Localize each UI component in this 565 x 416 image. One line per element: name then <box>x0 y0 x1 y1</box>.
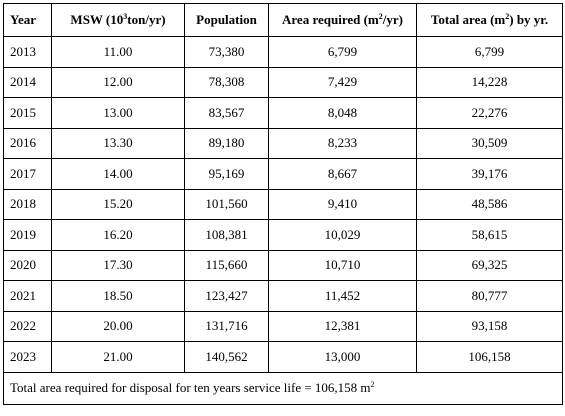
table-row: 2020 17.30 115,660 10,710 69,325 <box>3 249 563 281</box>
cell-total: 39,176 <box>416 158 563 190</box>
cell-population: 108,381 <box>184 219 269 251</box>
cell-total: 106,158 <box>416 341 563 373</box>
cell-msw: 17.30 <box>51 249 185 281</box>
cell-area: 9,410 <box>268 188 417 220</box>
cell-population: 73,380 <box>184 36 269 68</box>
cell-area: 8,233 <box>268 127 417 159</box>
cell-total: 69,325 <box>416 249 563 281</box>
cell-year: 2014 <box>3 66 52 98</box>
cell-msw: 12.00 <box>51 66 185 98</box>
header-population: Population <box>184 3 269 37</box>
cell-year: 2018 <box>3 188 52 220</box>
cell-total: 58,615 <box>416 219 563 251</box>
header-year: Year <box>3 3 52 37</box>
table-row: 2014 12.00 78,308 7,429 14,228 <box>3 66 563 98</box>
header-msw-pre: MSW (10 <box>70 12 124 27</box>
cell-msw: 13.30 <box>51 127 185 159</box>
cell-year: 2015 <box>3 97 52 129</box>
header-area-required: Area required (m2/yr) <box>268 3 417 37</box>
cell-population: 95,169 <box>184 158 269 190</box>
header-area-sup: 2 <box>378 12 383 21</box>
cell-msw: 21.00 <box>51 341 185 373</box>
header-total-sup: 2 <box>505 12 510 21</box>
footer-note: Total area required for disposal for ten… <box>3 371 563 405</box>
cell-area: 8,048 <box>268 97 417 129</box>
table-row: 2022 20.00 131,716 12,381 93,158 <box>3 310 563 342</box>
table-row: 2018 15.20 101,560 9,410 48,586 <box>3 188 563 220</box>
header-msw-post: ton/yr) <box>127 12 166 27</box>
cell-year: 2020 <box>3 249 52 281</box>
disposal-area-table: Year MSW (103ton/yr) Population Area req… <box>3 3 563 405</box>
table-row: 2016 13.30 89,180 8,233 30,509 <box>3 127 563 159</box>
cell-year: 2022 <box>3 310 52 342</box>
cell-msw: 13.00 <box>51 97 185 129</box>
cell-population: 101,560 <box>184 188 269 220</box>
cell-population: 89,180 <box>184 127 269 159</box>
cell-msw: 15.20 <box>51 188 185 220</box>
header-total-area: Total area (m2) by yr. <box>416 3 563 37</box>
cell-total: 93,158 <box>416 310 563 342</box>
cell-area: 10,029 <box>268 219 417 251</box>
table-row: 2021 18.50 123,427 11,452 80,777 <box>3 280 563 312</box>
cell-total: 48,586 <box>416 188 563 220</box>
footer-sup: 2 <box>370 380 375 389</box>
cell-population: 123,427 <box>184 280 269 312</box>
cell-area: 13,000 <box>268 341 417 373</box>
header-total-post: ) by yr. <box>509 12 549 27</box>
table-row: 2023 21.00 140,562 13,000 106,158 <box>3 341 563 373</box>
cell-year: 2023 <box>3 341 52 373</box>
cell-total: 30,509 <box>416 127 563 159</box>
header-msw-sup: 3 <box>123 12 128 21</box>
cell-year: 2021 <box>3 280 52 312</box>
cell-area: 11,452 <box>268 280 417 312</box>
cell-msw: 16.20 <box>51 219 185 251</box>
cell-population: 78,308 <box>184 66 269 98</box>
cell-msw: 11.00 <box>51 36 185 68</box>
footer-text: Total area required for disposal for ten… <box>10 380 371 395</box>
cell-total: 22,276 <box>416 97 563 129</box>
cell-population: 131,716 <box>184 310 269 342</box>
cell-population: 83,567 <box>184 97 269 129</box>
cell-year: 2019 <box>3 219 52 251</box>
cell-year: 2017 <box>3 158 52 190</box>
cell-total: 6,799 <box>416 36 563 68</box>
cell-area: 8,667 <box>268 158 417 190</box>
header-row: Year MSW (103ton/yr) Population Area req… <box>3 3 563 37</box>
cell-msw: 20.00 <box>51 310 185 342</box>
cell-area: 7,429 <box>268 66 417 98</box>
cell-total: 14,228 <box>416 66 563 98</box>
cell-population: 115,660 <box>184 249 269 281</box>
footer-row: Total area required for disposal for ten… <box>3 371 563 405</box>
header-area-post: /yr) <box>382 12 403 27</box>
table-row: 2013 11.00 73,380 6,799 6,799 <box>3 36 563 68</box>
cell-year: 2016 <box>3 127 52 159</box>
table-row: 2015 13.00 83,567 8,048 22,276 <box>3 97 563 129</box>
cell-population: 140,562 <box>184 341 269 373</box>
cell-msw: 18.50 <box>51 280 185 312</box>
cell-area: 6,799 <box>268 36 417 68</box>
header-total-pre: Total area (m <box>430 12 506 27</box>
cell-area: 12,381 <box>268 310 417 342</box>
cell-year: 2013 <box>3 36 52 68</box>
header-area-pre: Area required (m <box>282 12 379 27</box>
cell-area: 10,710 <box>268 249 417 281</box>
header-msw: MSW (103ton/yr) <box>51 3 185 37</box>
table-row: 2019 16.20 108,381 10,029 58,615 <box>3 219 563 251</box>
cell-msw: 14.00 <box>51 158 185 190</box>
cell-total: 80,777 <box>416 280 563 312</box>
table-row: 2017 14.00 95,169 8,667 39,176 <box>3 158 563 190</box>
